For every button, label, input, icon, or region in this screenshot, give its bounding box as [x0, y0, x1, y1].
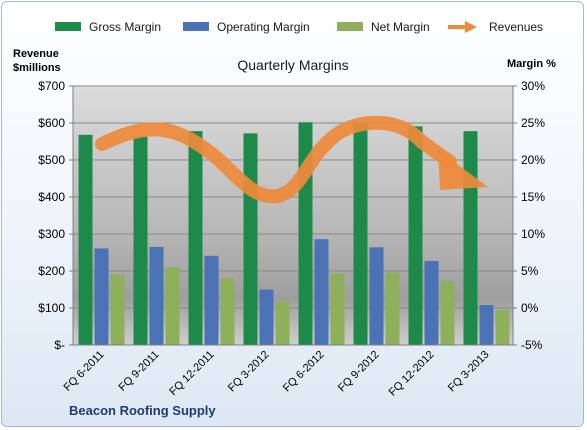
bar-operating-margin: [424, 261, 439, 345]
x-tick-label: FQ 3-2012: [226, 349, 272, 395]
bar-net-margin: [275, 301, 290, 345]
bar-gross-margin: [133, 136, 148, 345]
x-tick-label: FQ 9-2011: [117, 349, 162, 394]
x-tick-label: FQ 12-2011: [167, 349, 216, 398]
legend-swatch-gross-margin: [55, 22, 81, 31]
x-tick-label: FQ 6-2012: [281, 349, 327, 395]
bar-gross-margin: [243, 133, 258, 345]
y-right-tick-label: 25%: [521, 116, 545, 130]
legend-label-revenues: Revenues: [489, 20, 544, 34]
bar-gross-margin: [463, 131, 478, 345]
legend-swatch-net-margin: [337, 22, 363, 31]
bar-gross-margin: [78, 134, 93, 345]
bar-operating-margin: [149, 246, 164, 345]
bar-gross-margin: [188, 131, 203, 345]
y-right-tick-label: 20%: [521, 153, 545, 167]
y-right-ticks: 30% 25% 20% 15% 10% 5% 0% -5%: [513, 79, 545, 352]
y-right-tick-label: 10%: [521, 227, 545, 241]
legend-arrow-revenues: [448, 21, 477, 33]
y-left-axis-title: Revenue $millions: [13, 47, 61, 75]
revenues-arrow-head: [438, 150, 488, 190]
y-left-title-line-1: Revenue: [13, 48, 59, 60]
revenues-arrow-body: [95, 115, 457, 204]
bar-operating-margin: [369, 247, 384, 345]
company-name: Beacon Roofing Supply: [69, 403, 216, 418]
y-left-tick-label: $400: [38, 190, 65, 204]
x-tick-label: FQ 3-2013: [446, 349, 492, 395]
legend-label-operating-margin: Operating Margin: [217, 20, 310, 34]
revenues-arrow: [95, 115, 488, 204]
y-left-ticks: $700 $600 $500 $400 $300 $200 $100 $-: [38, 79, 73, 352]
bar-operating-margin: [94, 248, 109, 345]
y-left-tick-label: $100: [38, 301, 65, 315]
bar-net-margin: [110, 274, 125, 345]
bar-net-margin: [385, 272, 400, 345]
x-ticks: FQ 6-2011 FQ 9-2011 FQ 12-2011 FQ 3-2012 FQ …: [62, 349, 492, 399]
x-tick-label: FQ 9-2012: [336, 349, 382, 395]
legend-label-gross-margin: Gross Margin: [89, 20, 162, 34]
x-tick-label: FQ 12-2012: [387, 349, 437, 399]
y-right-tick-label: 30%: [521, 79, 545, 93]
y-left-tick-label: $-: [54, 338, 65, 352]
bar-net-margin: [495, 309, 510, 345]
y-right-tick-label: 5%: [521, 264, 539, 278]
bar-operating-margin: [314, 239, 329, 345]
y-right-tick-label: -5%: [521, 338, 543, 352]
x-tick-label: FQ 6-2011: [62, 349, 107, 394]
chart-canvas: Quarterly Margins $700 $600 $500 $400 $300 $2…: [38, 57, 545, 399]
bar-gross-margin: [408, 126, 423, 345]
y-left-tick-label: $300: [38, 227, 65, 241]
bar-operating-margin: [479, 305, 494, 345]
y-left-tick-label: $700: [38, 79, 65, 93]
legend-swatch-operating-margin: [183, 22, 209, 31]
y-left-tick-label: $600: [38, 116, 65, 130]
y-left-tick-label: $200: [38, 264, 65, 278]
y-right-tick-label: 15%: [521, 190, 545, 204]
bar-operating-margin: [204, 255, 219, 345]
bar-operating-margin: [259, 289, 274, 345]
chart-title: Quarterly Margins: [237, 57, 348, 73]
bar-gross-margin: [353, 123, 368, 346]
y-left-tick-label: $500: [38, 153, 65, 167]
bar-net-margin: [220, 278, 235, 345]
y-right-tick-label: 0%: [521, 301, 539, 315]
bar-net-margin: [165, 267, 180, 345]
bar-net-margin: [440, 281, 455, 345]
y-left-title-line-2: $millions: [13, 62, 61, 74]
legend-label-net-margin: Net Margin: [371, 20, 430, 34]
y-right-axis-title: Margin %: [507, 58, 556, 70]
bar-net-margin: [330, 273, 345, 345]
